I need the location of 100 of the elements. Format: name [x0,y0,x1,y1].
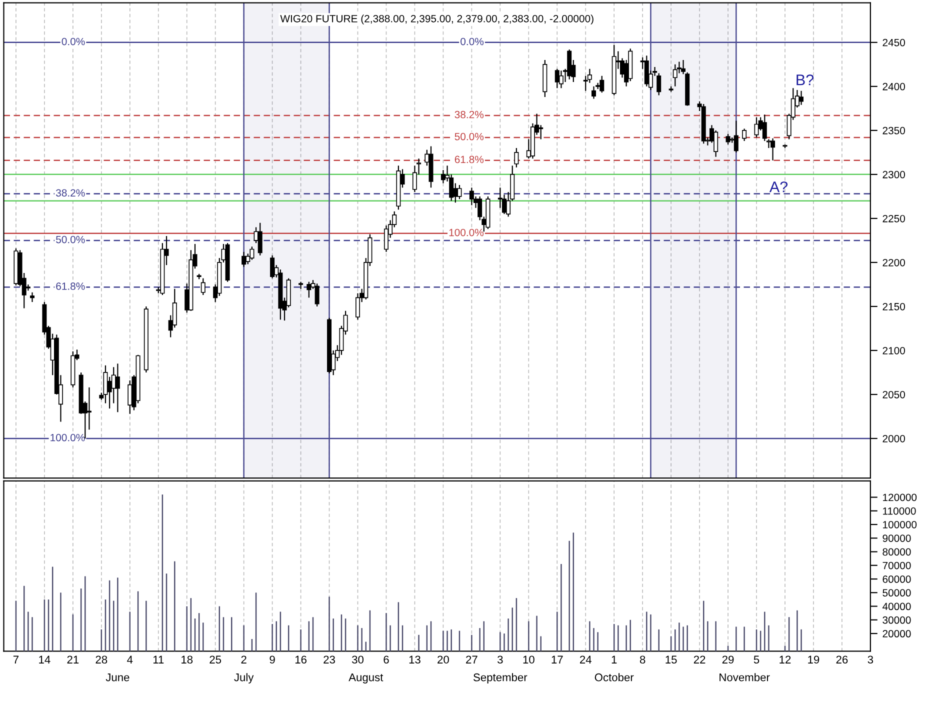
x-tick-label: 14 [39,656,50,664]
y-tick-label: 100000 [883,520,917,528]
x2-tick-label: September [474,673,528,684]
x-tick-label: 25 [210,656,222,664]
candlestick [242,251,246,268]
x-tick-label: 3 [868,656,874,664]
y-tick-label: 2350 [882,126,906,134]
y-tick-label: 70000 [882,562,911,570]
candlestick [538,124,544,140]
candlestick [298,281,304,290]
candlestick [558,70,564,89]
candlestick [314,283,320,308]
annotation: 0.0% [62,38,85,46]
candlestick [306,281,312,298]
x2-tick-label: August [348,674,384,684]
x-tick-label: 28 [96,656,108,664]
candlestick [742,128,747,142]
x-tick-label: 29 [722,656,734,664]
candlestick [762,114,767,142]
x-tick-label: 30 [352,656,364,664]
x-tick-label: 22 [694,656,706,664]
x2-tick-label: June [106,674,130,682]
x-tick-label: 26 [836,656,848,664]
x-tick-label: 19 [808,656,820,664]
x-tick-label: 3 [498,656,503,664]
annotation: 38.2% [56,189,85,197]
candlestick [600,75,604,94]
y-tick-label: 2000 [882,434,906,442]
x-tick-label: 4 [127,656,133,664]
x2-tick-label: July [234,673,254,684]
candlestick [258,222,262,256]
annotation: B? [796,74,814,86]
candlestick [440,169,446,184]
x-tick-label: 18 [182,656,193,664]
y-tick-label: 20000 [882,630,911,638]
x-tick-label: 10 [523,656,534,664]
y-tick-label: 2100 [882,346,906,354]
candlestick [356,292,360,320]
y-tick-label: 60000 [882,576,911,583]
x2-tick-label: October [594,673,634,682]
x-tick-label: 13 [409,656,420,664]
candlestick [30,292,34,303]
candlestick [554,68,560,89]
x-tick-label: 5 [754,656,760,664]
x-tick-label: 9 [270,656,275,664]
candlestick [799,90,804,106]
candlestick [644,55,649,87]
annotation: 38.2% [454,110,484,118]
candlestick [270,254,275,279]
candlestick [115,363,120,413]
candlestick [250,246,254,260]
candlestick [469,187,474,206]
x-tick-label: 16 [295,656,306,664]
y-tick-label: 2450 [882,38,906,46]
x-tick-label: 7 [13,656,18,664]
x-tick-label: 2 [241,656,246,664]
candlestick [86,386,92,430]
candlestick [592,86,596,100]
x-tick-label: 12 [780,656,791,664]
x-tick-label: 15 [666,656,677,664]
candlestick [457,184,462,200]
y-tick-label: 80000 [882,548,911,556]
candlestick [672,64,678,87]
y-tick-label: 2200 [882,258,906,266]
y-tick-label: 110000 [883,507,916,515]
candlestick [754,116,759,138]
candlestick [726,133,730,146]
y-tick-label: 40000 [882,602,911,610]
y-tick-label: 2300 [882,170,906,178]
y-tick-label: 2400 [882,82,906,90]
annotation: 0.0% [460,38,484,46]
y-tick-label: 2250 [882,214,906,222]
candlestick [200,278,206,296]
y-tick-label: 120000 [883,494,917,502]
annotation: 61.8% [454,156,484,164]
y-tick-label: 90000 [882,534,911,542]
x-tick-label: 8 [640,656,646,664]
x-tick-label: 23 [324,656,335,664]
annotation: A? [769,181,788,192]
candlestick [770,138,776,161]
x-tick-label: 20 [438,656,449,664]
x2-tick-label: November [720,673,770,682]
annotation: 61.8% [56,282,85,290]
candlestick [734,120,738,153]
y-tick-label: 2050 [882,390,906,398]
candlestick [514,147,519,168]
x-tick-label: 6 [384,656,389,664]
x-tick-label: 1 [612,656,617,664]
annotation: 100.0% [449,228,484,236]
y-tick-label: 2150 [882,302,906,310]
text: WIG20 FUTURE (2,388.00, 2,395.00, 2,379.00, 2,383.00, -2.00000) [280,14,594,24]
x-tick-label: 27 [466,656,478,664]
annotation: 50.0% [454,132,484,140]
x-tick-label: 21 [67,656,79,664]
x-tick-label: 17 [552,656,563,664]
x-tick-label: 24 [580,656,592,664]
x-tick-label: 11 [153,656,164,664]
annotation: 100.0% [50,434,85,442]
annotation: 50.0% [56,236,85,244]
y-tick-label: 30000 [882,616,911,624]
